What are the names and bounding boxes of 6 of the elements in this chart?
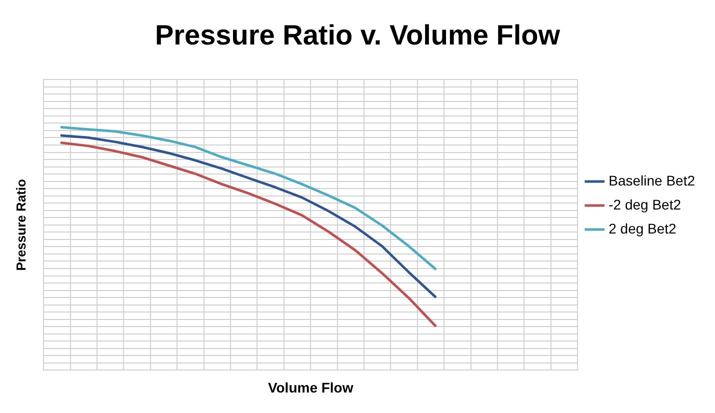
y-axis-title: Pressure Ratio [13,178,28,271]
chart-title: Pressure Ratio v. Volume Flow [154,20,560,51]
legend-label: Baseline Bet2 [608,172,696,188]
legend-label: 2 deg Bet2 [608,220,677,236]
legend-label: -2 deg Bet2 [608,196,682,212]
x-axis-title: Volume Flow [268,379,354,396]
